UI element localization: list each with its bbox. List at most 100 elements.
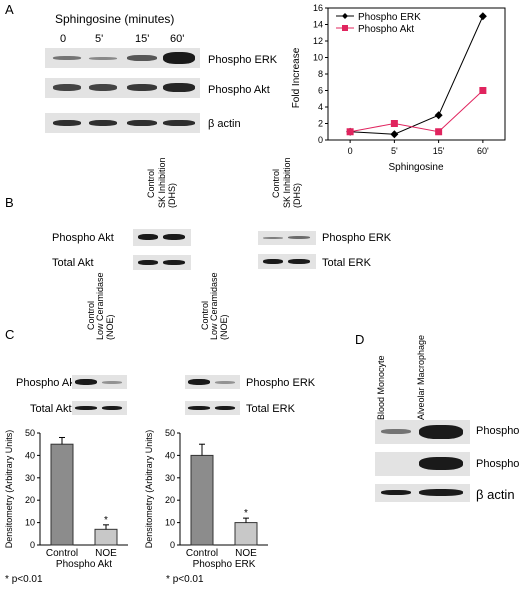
panel-d-letter: D: [355, 332, 365, 347]
panel-b-letter: B: [5, 195, 14, 210]
y-tick-label: 0: [170, 540, 175, 550]
legend-marker: [342, 25, 348, 31]
fold-increase-line-chart: 0 2 4 6 8 10 12 14 16 0 5' 15' 60' Phospho ERKPhosph…: [291, 3, 506, 173]
band: [138, 234, 158, 240]
timepoint-label-2: 15': [135, 33, 150, 45]
footnote-text: p<0.01: [172, 574, 204, 585]
row-label-beta-actin: β actin: [208, 118, 241, 130]
legend-label: Phospho ERK: [358, 12, 421, 23]
row-label-c-total-akt: Total Akt: [30, 403, 72, 415]
footnote-left: * p<0.01: [5, 574, 43, 585]
data-point: [346, 128, 354, 136]
category-label: NOE: [95, 548, 117, 559]
band: [215, 406, 235, 410]
band: [288, 236, 310, 239]
y-tick-label: 50: [25, 428, 35, 438]
blot-b-right-total-erk: [258, 254, 316, 269]
lane-label-d-monocyte: Blood Monocyte: [376, 355, 386, 420]
blot-d-phospho-erk: [375, 420, 470, 444]
legend-marker: [342, 13, 348, 19]
bar-chart-phospho-akt: 0 10 20 30 40 50 Densitometry (Arbitrary Units…: [4, 428, 128, 570]
band: [163, 234, 185, 240]
lane-label-b-right-control: Control: [271, 168, 281, 198]
band: [188, 406, 210, 410]
lane-label-c-left-noe: Low Ceramidase (NOE): [95, 272, 115, 340]
band: [53, 56, 81, 60]
band: [102, 381, 122, 384]
row-label-d-phospho-akt: Phospho Akt: [476, 458, 520, 470]
bar-noe: [234, 522, 258, 546]
y-tick-label: 10: [25, 518, 35, 528]
data-point: [390, 120, 398, 127]
band: [75, 379, 97, 385]
timepoint-label-0: 0: [60, 33, 67, 45]
y-tick-label: 2: [318, 119, 323, 129]
row-label-b-total-akt: Total Akt: [52, 257, 94, 269]
band: [419, 489, 463, 496]
category-label: NOE: [235, 548, 257, 559]
y-tick-label: 12: [313, 36, 323, 46]
blot-a-phospho-akt: [45, 78, 200, 98]
lane-label-d-macrophage: Alveolar Macrophage: [416, 334, 426, 420]
y-tick-label: 6: [318, 86, 323, 96]
bar-chart-phospho-erk: 0 10 20 30 40 50 Densitometry (Arbitrary Units…: [144, 428, 268, 570]
row-label-c-phospho-erk: Phospho ERK: [246, 377, 316, 389]
lane-label-b-left-control: Control: [146, 168, 156, 198]
y-tick-label: 40: [165, 450, 175, 460]
blot-d-phospho-akt: [375, 452, 470, 476]
band: [89, 84, 117, 91]
band: [75, 406, 97, 410]
footnote-marker: *: [166, 574, 170, 585]
bar-chart-xlabel: Phospho Akt: [56, 559, 112, 570]
band: [89, 120, 117, 126]
band: [163, 83, 195, 92]
blot-a-beta-actin: [45, 113, 200, 133]
band: [163, 120, 195, 126]
y-tick-label: 40: [25, 450, 35, 460]
blot-a-phospho-erk: [45, 48, 200, 68]
data-point: [479, 87, 487, 94]
band: [53, 120, 81, 126]
band: [419, 457, 463, 470]
band: [215, 381, 235, 384]
blot-d-beta-actin: [375, 484, 470, 502]
band: [102, 406, 122, 410]
row-label-d-phospho-erk: Phospho ERK: [476, 425, 520, 437]
timepoint-label-3: 60': [170, 33, 185, 45]
y-tick-label: 8: [318, 69, 323, 79]
x-tick-label: 15': [433, 146, 445, 156]
band: [381, 429, 411, 434]
band: [288, 259, 310, 264]
blot-b-left-total-akt: [133, 255, 191, 270]
y-tick-label: 30: [165, 473, 175, 483]
panel-a-letter: A: [5, 2, 14, 17]
band: [163, 52, 195, 64]
y-tick-label: 10: [313, 53, 323, 63]
y-tick-label: 14: [313, 20, 323, 30]
row-label-phospho-erk: Phospho ERK: [208, 54, 278, 66]
y-tick-label: 50: [165, 428, 175, 438]
data-point: [435, 128, 443, 136]
data-point: [434, 111, 443, 120]
significance-marker: *: [244, 508, 248, 519]
band: [263, 259, 283, 264]
footnote-text: p<0.01: [11, 574, 43, 585]
y-tick-label: 20: [25, 495, 35, 505]
data-point: [478, 12, 487, 21]
footnote-right: * p<0.01: [166, 574, 204, 585]
blot-b-left-phospho-akt: [133, 229, 191, 246]
line-chart-ylabel: Fold Increase: [291, 47, 302, 108]
band: [188, 379, 210, 385]
plot-frame: [327, 7, 506, 141]
footnote-marker: *: [5, 574, 9, 585]
band: [381, 490, 411, 495]
lane-label-c-right-noe: Low Ceramidase (NOE): [209, 272, 229, 340]
band: [419, 425, 463, 439]
band: [53, 84, 81, 91]
lane-label-b-right-sk: SK Inhibition (DHS): [282, 157, 302, 208]
series-line-0: [350, 16, 484, 135]
band: [127, 120, 157, 126]
y-tick-label: 20: [165, 495, 175, 505]
category-label: Control: [46, 548, 78, 559]
